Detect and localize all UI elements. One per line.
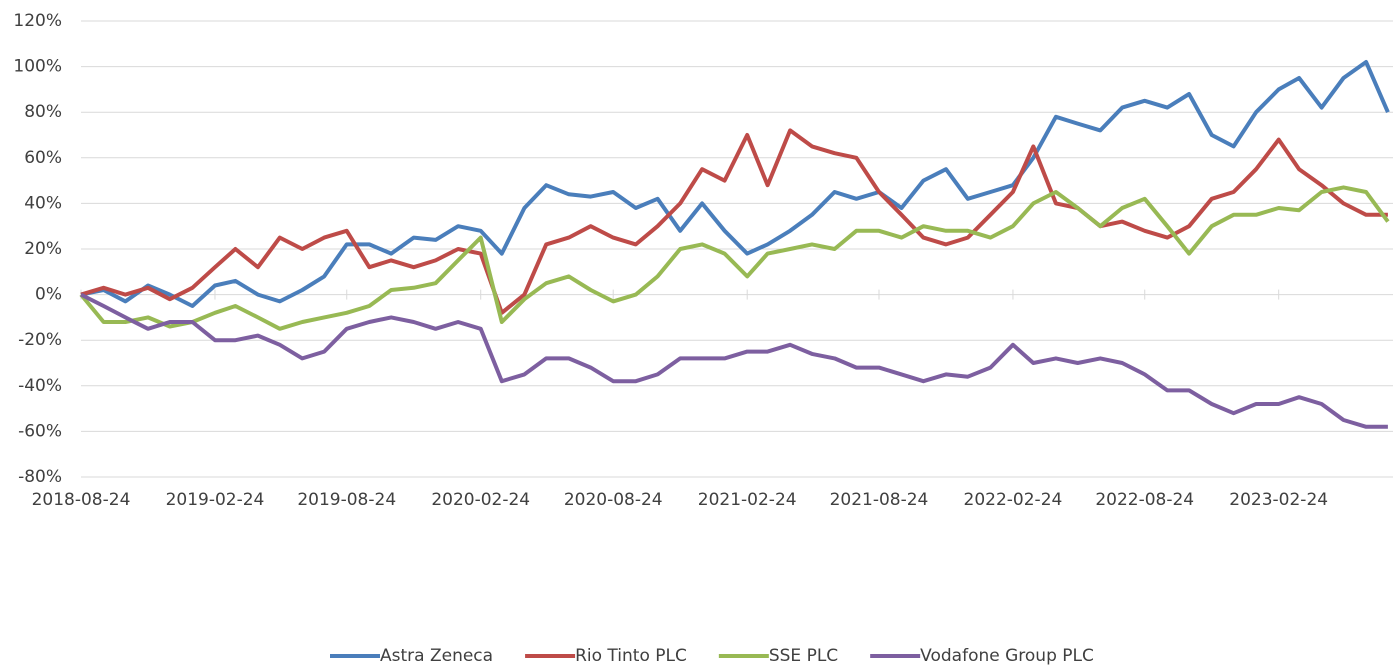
x-tick-label: 2022-08-24 [1095, 490, 1194, 510]
legend-label: Astra Zeneca [380, 646, 493, 666]
x-tick-label: 2019-02-24 [166, 490, 265, 510]
y-tick-label: 40% [24, 193, 62, 213]
y-tick-label: 100% [13, 57, 62, 77]
x-tick-label: 2021-08-24 [830, 490, 929, 510]
y-tick-label: -80% [18, 467, 62, 487]
series-line [79, 185, 1390, 331]
x-tick-label: 2022-02-24 [964, 490, 1063, 510]
x-tick-label: 2020-08-24 [564, 490, 663, 510]
series-line [80, 292, 1388, 429]
legend-label: Rio Tinto PLC [575, 646, 687, 666]
y-tick-label: -40% [18, 376, 62, 396]
series-line [80, 60, 1390, 308]
y-tick-label: 0% [35, 285, 62, 305]
y-tick-label: 80% [24, 102, 62, 122]
x-tick-label: 2020-02-24 [431, 490, 530, 510]
x-tick-label: 2023-02-24 [1229, 490, 1328, 510]
x-tick-label: 2018-08-24 [32, 490, 131, 510]
legend-label: SSE PLC [769, 646, 838, 666]
legend-label: Vodafone Group PLC [920, 646, 1094, 666]
x-tick-label: 2019-08-24 [297, 490, 396, 510]
y-tick-label: 60% [24, 148, 62, 168]
y-tick-label: -20% [18, 330, 62, 350]
y-tick-label: 20% [24, 239, 62, 259]
x-tick-label: 2021-02-24 [698, 490, 797, 510]
series-line [80, 128, 1388, 315]
y-tick-label: 120% [13, 11, 62, 31]
y-tick-label: -60% [18, 421, 62, 441]
